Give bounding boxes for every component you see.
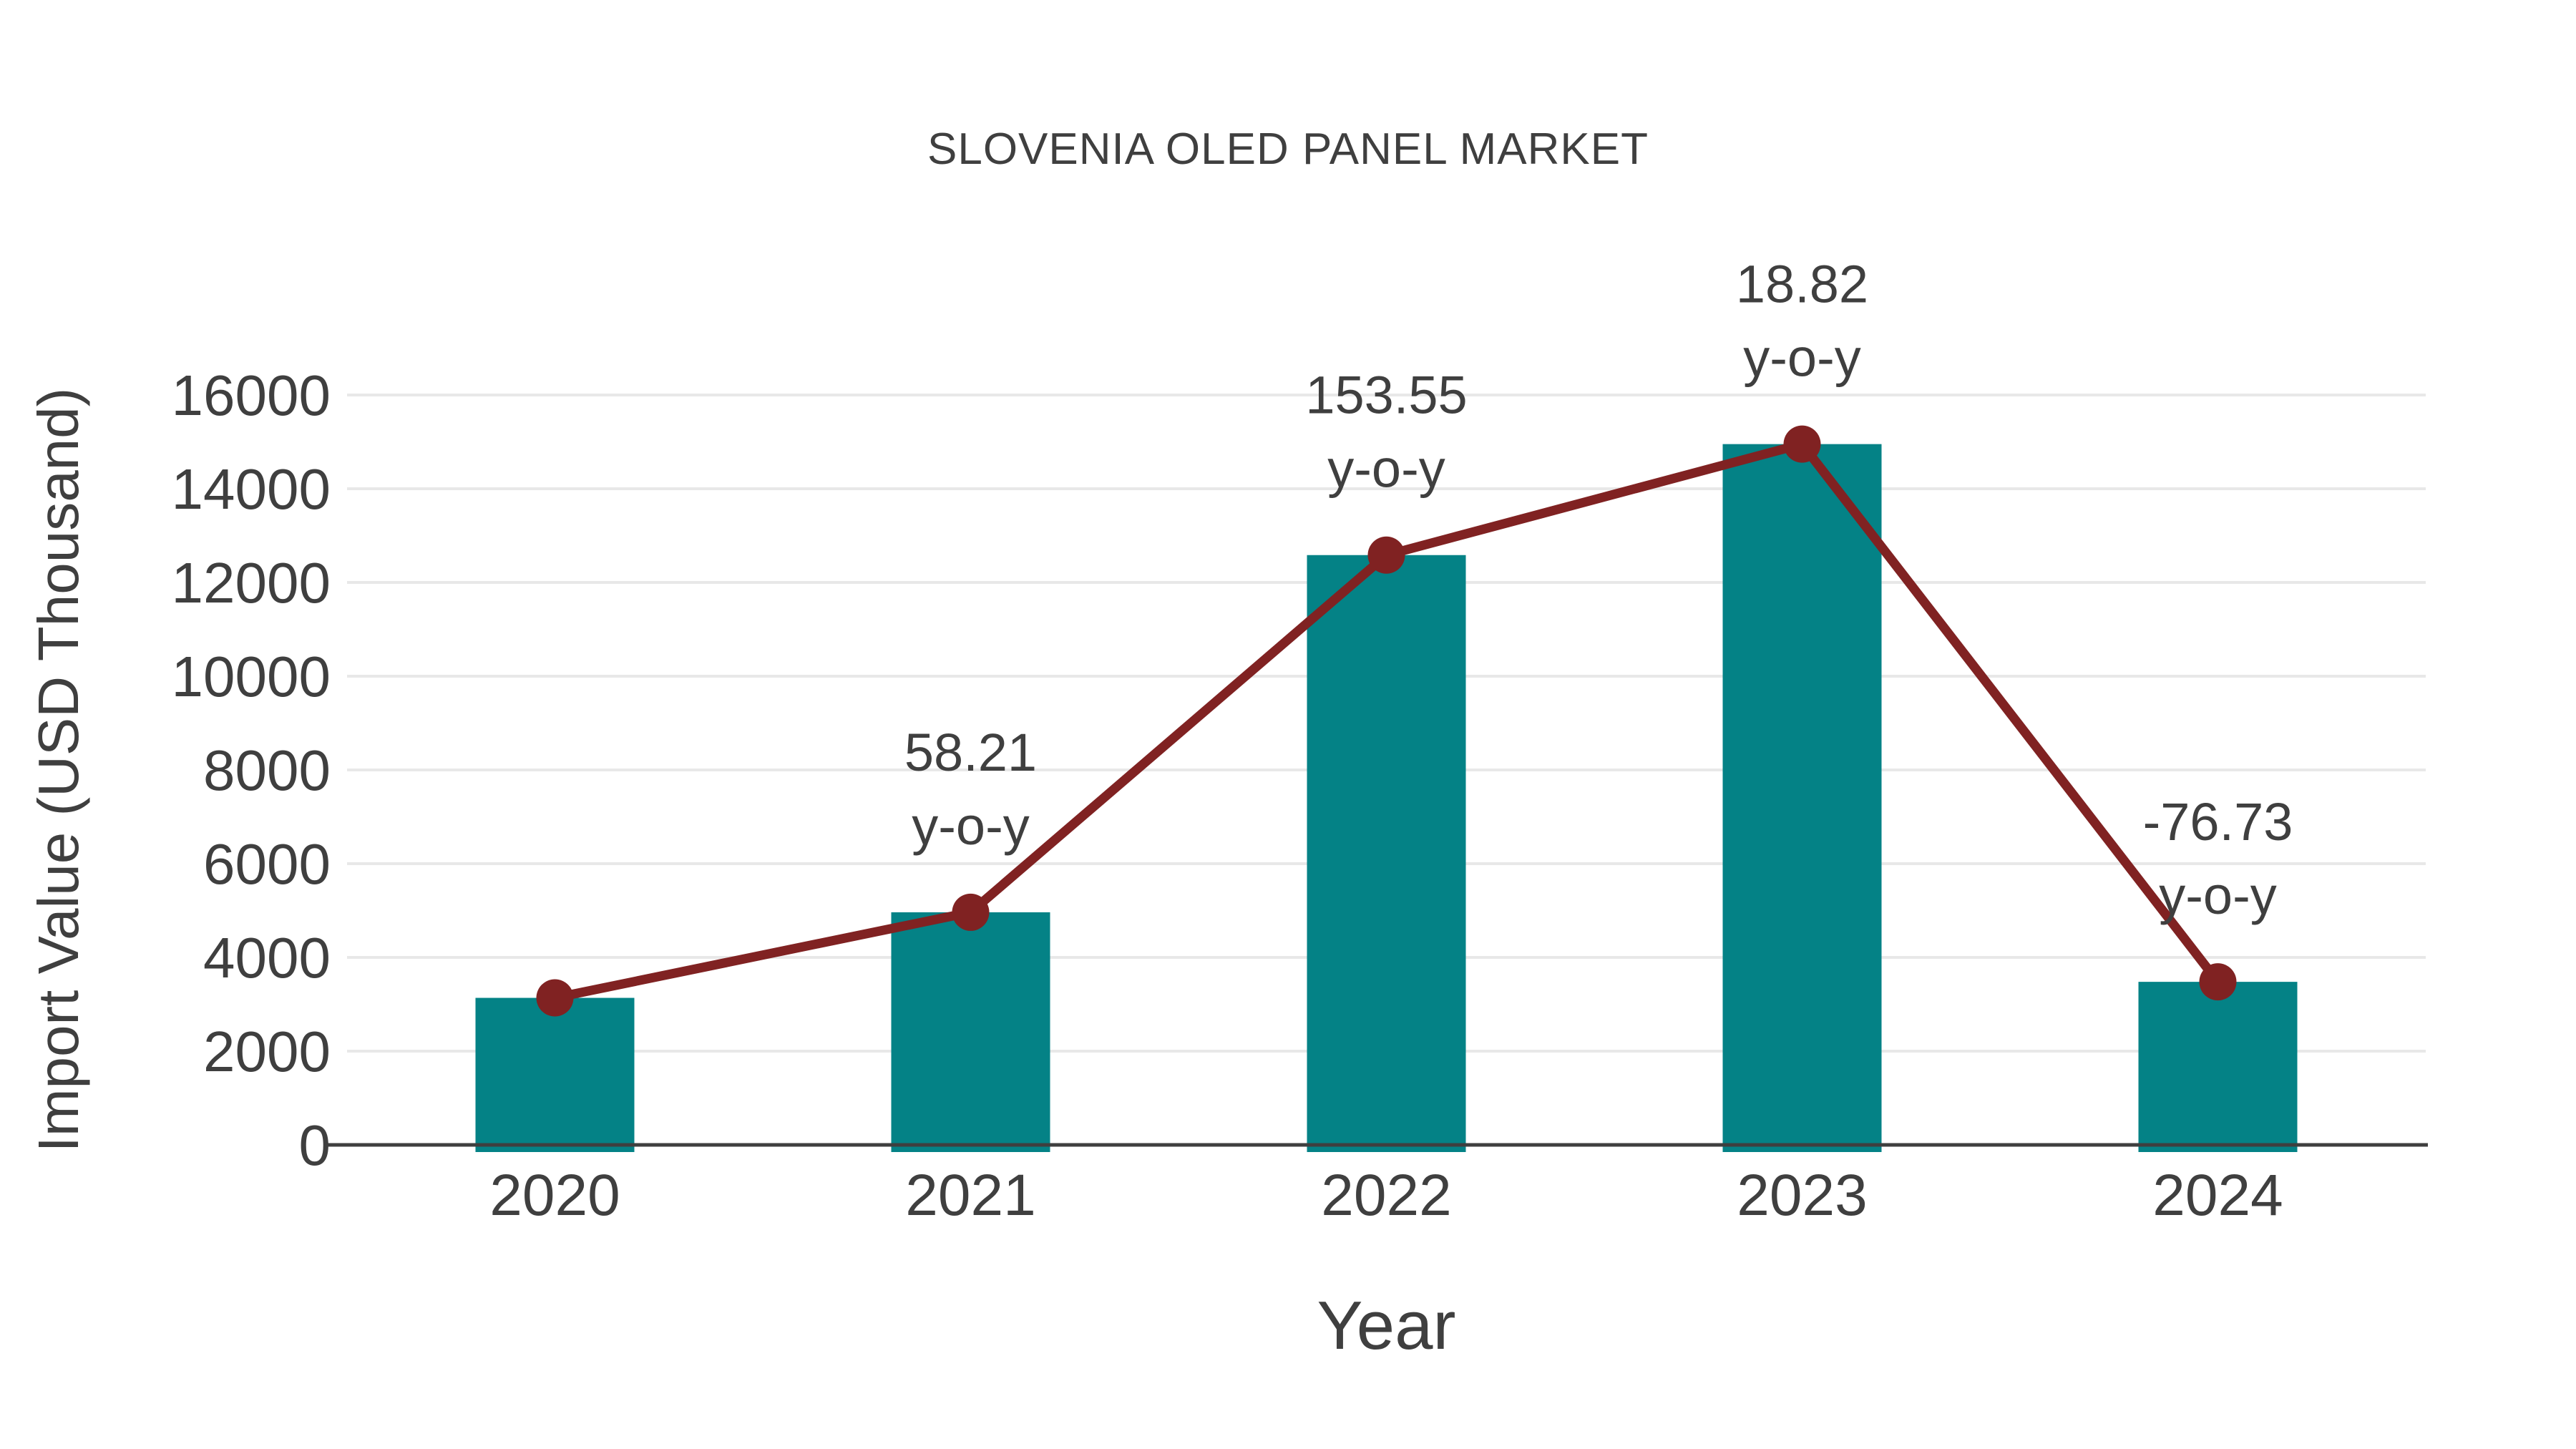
annotation-suffix: y-o-y — [1743, 328, 1860, 388]
y-tick-label: 0 — [299, 1113, 331, 1177]
y-tick-label: 10000 — [172, 645, 331, 708]
chart-title: SLOVENIA OLED PANEL MARKET — [927, 125, 1649, 174]
x-tick-label: 2020 — [489, 1163, 620, 1228]
marker-2022 — [1367, 536, 1405, 574]
y-tick-label: 6000 — [203, 832, 331, 896]
marker-2020 — [536, 979, 574, 1017]
annotation-suffix: y-o-y — [2159, 866, 2276, 925]
bar-2023 — [1722, 444, 1882, 1152]
y-tick-label: 2000 — [203, 1020, 331, 1083]
x-tick-label: 2021 — [905, 1163, 1035, 1228]
bar-2021 — [891, 912, 1050, 1152]
annotation-value: 153.55 — [1305, 366, 1467, 425]
x-axis-title: Year — [1317, 1287, 1456, 1364]
y-tick-label: 4000 — [203, 926, 331, 990]
annotation-suffix: y-o-y — [912, 796, 1029, 856]
bar-2022 — [1307, 555, 1466, 1152]
marker-2023 — [1783, 425, 1821, 463]
marker-2021 — [952, 893, 990, 931]
x-tick-label: 2023 — [1737, 1163, 1867, 1228]
bar-2020 — [475, 997, 635, 1152]
y-axis-title: Import Value (USD Thousand) — [26, 387, 90, 1153]
x-tick-label: 2022 — [1321, 1163, 1451, 1228]
annotation-suffix: y-o-y — [1327, 439, 1445, 499]
annotation-value: -76.73 — [2143, 792, 2293, 852]
x-tick-label: 2024 — [2152, 1163, 2283, 1228]
y-tick-label: 16000 — [172, 364, 331, 427]
y-tick-label: 8000 — [203, 738, 331, 802]
annotation-value: 18.82 — [1736, 255, 1868, 314]
marker-2024 — [2199, 963, 2237, 1001]
bar-2024 — [2138, 982, 2298, 1152]
annotation-value: 58.21 — [904, 723, 1037, 782]
y-tick-label: 14000 — [172, 457, 331, 521]
y-tick-label: 12000 — [172, 551, 331, 615]
